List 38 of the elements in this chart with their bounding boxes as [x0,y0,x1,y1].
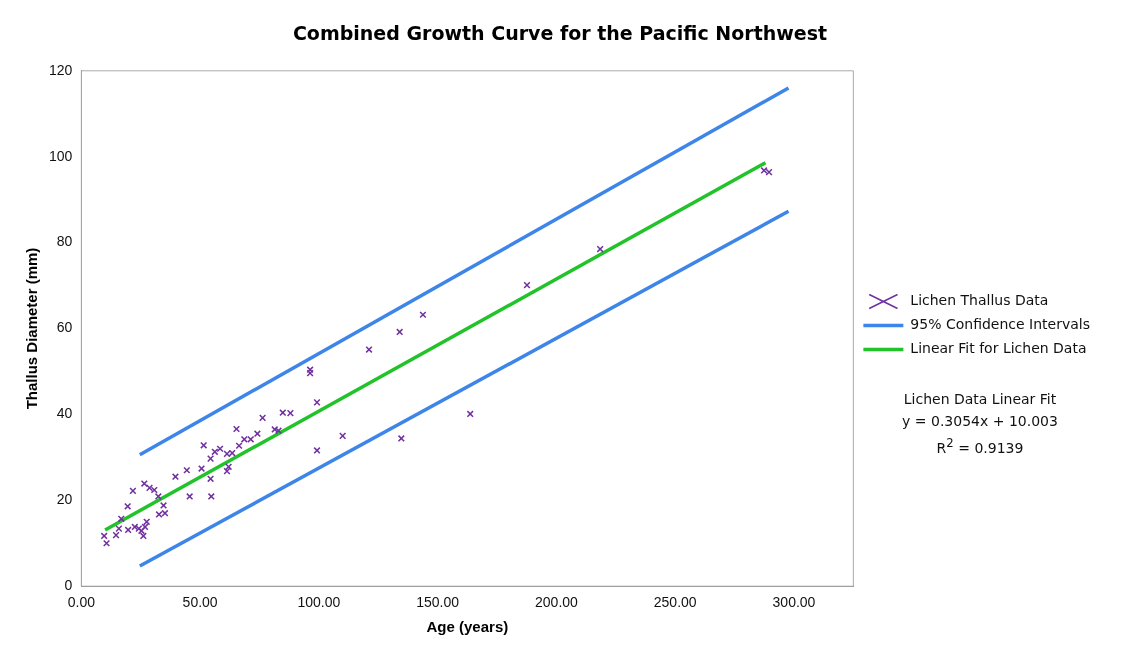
x-tick-label: 50.00 [182,594,218,611]
y-axis-title: Thallus Diameter (mm) [23,247,41,410]
legend-label: Linear Fit for Lichen Data [910,340,1087,357]
point [240,435,248,443]
point [365,345,373,354]
point [760,166,768,175]
point [313,446,321,455]
x-axis-title: Age (years) [426,618,509,636]
x-tick-label: 200.00 [535,594,579,611]
point [200,441,208,449]
y-tick-label: 0 [64,577,73,594]
text: y = 0.3054x + 10.003 [901,412,1059,431]
chart-title: Combined Growth Curve for the Pacific Northwest [292,22,828,45]
legend-label: Lichen Thallus Data [910,292,1049,309]
point [197,464,206,473]
point [129,487,137,495]
x-tick-label: 150.00 [416,594,460,611]
point [232,425,241,433]
x-tick-label: 250.00 [653,594,697,611]
point [207,455,215,463]
point [155,510,163,519]
point [247,435,255,443]
text: R$^{2}$ = 0.9139 [935,435,1025,458]
x-tick-label: 0.00 [67,594,96,611]
point [183,466,191,474]
x-tick-label: 100.00 [297,594,341,611]
y-tick-label: 120 [49,61,73,78]
y-tick-label: 80 [56,233,73,250]
y-tick-label: 100 [49,147,73,164]
point [313,398,321,406]
x-tick-label: 300.00 [772,594,816,611]
y-tick-label: 20 [56,491,73,508]
legend-label: 95% Confidence Intervals [910,316,1091,333]
point [117,515,125,523]
text: Lichen Data Linear Fit [902,390,1058,409]
y-tick-label: 60 [56,319,73,336]
point [124,502,132,510]
y-tick-label: 40 [56,405,73,422]
